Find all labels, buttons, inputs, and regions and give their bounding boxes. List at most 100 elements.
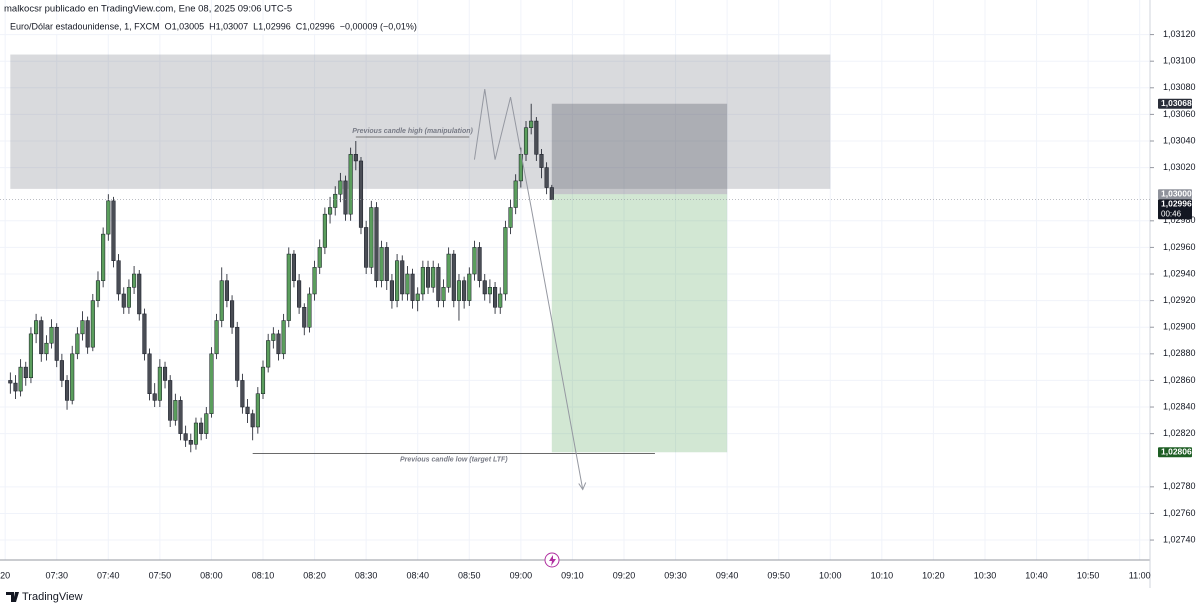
- candle-body: [23, 366, 28, 379]
- candle-body: [90, 300, 95, 348]
- candle-body: [152, 393, 157, 401]
- x-tick-label: 08:20: [303, 570, 326, 580]
- candle-body: [482, 280, 487, 295]
- candle-body: [95, 280, 101, 301]
- candle-body: [39, 320, 44, 355]
- candle-body: [111, 200, 116, 261]
- candle-body: [132, 273, 137, 288]
- brand: TradingView: [22, 591, 83, 603]
- candle-body: [250, 413, 255, 428]
- x-tick-label: 20: [0, 570, 10, 580]
- footer: TradingView: [6, 591, 83, 603]
- candle-body: [327, 207, 333, 215]
- candle-body: [348, 154, 353, 215]
- candle-body: [338, 180, 343, 195]
- price-label: 1,03000: [1161, 188, 1192, 198]
- candle-body: [415, 293, 420, 301]
- candle-body: [209, 353, 214, 414]
- y-tick-label: 1,02900: [1163, 322, 1196, 332]
- candle-body: [199, 422, 204, 434]
- candle-body: [224, 280, 229, 301]
- candle-body: [230, 300, 235, 328]
- x-tick-label: 08:00: [200, 570, 223, 580]
- candle-body: [49, 326, 54, 344]
- target-area: [551, 194, 728, 453]
- legend-text: −0,00009 (−0,01%): [340, 21, 417, 31]
- candle-body: [147, 353, 152, 394]
- candle-body: [173, 400, 178, 421]
- price-label: 1,02996: [1161, 198, 1192, 208]
- legend-text: O1,03005: [165, 21, 205, 31]
- candle-body: [400, 260, 405, 295]
- legend-text: L1,02996: [253, 21, 291, 31]
- x-tick-label: 09:30: [664, 570, 687, 580]
- candle-body: [34, 320, 39, 335]
- candle-body: [539, 154, 544, 168]
- candle-body: [214, 320, 219, 355]
- candle-body: [498, 293, 503, 308]
- candle-body: [101, 233, 106, 281]
- price-label: 1,02806: [1161, 447, 1192, 457]
- legend-text: H1,03007: [209, 21, 248, 31]
- legend-text: C1,02996: [296, 21, 335, 31]
- projection-path: [473, 89, 584, 490]
- brand-logo: [6, 592, 19, 602]
- candle-body: [240, 380, 245, 408]
- candle-body: [70, 353, 75, 401]
- candle-body: [54, 326, 59, 361]
- x-tick-label: 10:20: [922, 570, 945, 580]
- price-label-bg: [1158, 189, 1192, 200]
- candle-body: [80, 320, 85, 335]
- x-tick-label: 10:30: [974, 570, 997, 580]
- candle-body: [297, 280, 302, 308]
- candle-body: [503, 227, 508, 295]
- x-tick-label: 10:40: [1025, 570, 1048, 580]
- candle-body: [523, 127, 529, 155]
- candle-body: [410, 273, 415, 301]
- candle-body: [358, 160, 364, 228]
- candle-body: [281, 320, 286, 355]
- x-tick-label: 10:10: [871, 570, 894, 580]
- candle-body: [513, 180, 518, 208]
- x-tick-label: 08:50: [458, 570, 481, 580]
- candle-body: [322, 213, 327, 248]
- candle-body: [477, 247, 482, 281]
- y-tick-label: 1,02940: [1163, 268, 1196, 278]
- x-tick-label: 09:50: [767, 570, 790, 580]
- candle-body: [446, 253, 451, 288]
- candle-body: [193, 422, 199, 445]
- candle-body: [549, 187, 554, 200]
- candle-body: [436, 267, 441, 301]
- y-tick-label: 1,02860: [1163, 375, 1196, 385]
- projection-arrow: [578, 482, 587, 491]
- candle-body: [204, 413, 209, 434]
- candle-body: [420, 267, 425, 295]
- candle-body: [64, 380, 70, 401]
- candle-body: [431, 267, 436, 288]
- header: malkocsr publicado en TradingView.com, E…: [4, 4, 292, 15]
- candle-body: [291, 253, 297, 281]
- candle-body: [121, 293, 126, 308]
- y-tick-label: 1,03120: [1163, 29, 1196, 39]
- candle-body: [168, 380, 173, 421]
- candle-body: [75, 333, 80, 355]
- price-label-bg: [1158, 199, 1192, 220]
- candle-body: [188, 440, 193, 445]
- candle-body: [369, 207, 374, 268]
- candle-body: [343, 180, 348, 215]
- y-tick-label: 1,02920: [1163, 295, 1196, 305]
- candle-body: [44, 342, 49, 355]
- candle-body: [302, 307, 307, 328]
- legend-bg: [8, 20, 360, 34]
- candle-body: [178, 400, 183, 434]
- candle-body: [307, 293, 312, 328]
- candle-body: [425, 267, 431, 288]
- overlay: Previous candle high (manipulation) Previ…: [0, 89, 1150, 491]
- price-label: 1,03068: [1161, 98, 1192, 108]
- x-tick-label: 09:00: [510, 570, 533, 580]
- candle-body: [28, 333, 33, 379]
- candle-body: [534, 120, 539, 155]
- candle-body: [389, 280, 394, 301]
- x-tick-label: 09:40: [716, 570, 739, 580]
